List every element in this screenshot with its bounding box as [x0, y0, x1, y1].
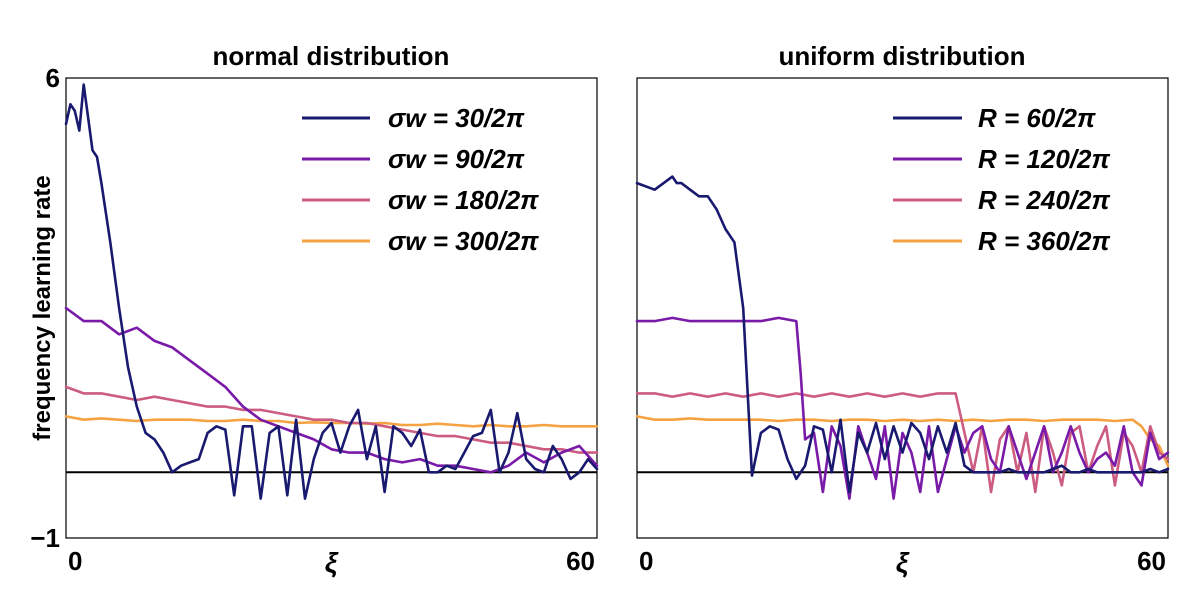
legend-label: σw = 180/2π	[388, 185, 539, 215]
x-axis-label: ξ	[325, 547, 339, 578]
series-line-2	[64, 306, 599, 474]
series-group	[64, 83, 599, 500]
panel-uniform-distribution: uniform distribution ξ 0 60 R = 60/2πR = …	[635, 41, 1170, 578]
series-line-4	[635, 415, 1170, 467]
legend-label: R = 120/2π	[978, 144, 1110, 174]
y-tick-label: −1	[30, 523, 60, 553]
x-tick-label: 0	[68, 546, 82, 576]
legend: σw = 30/2π σw = 90/2π σw = 180/2π σw = 300/…	[302, 103, 539, 256]
chart-title: normal distribution	[213, 41, 450, 71]
x-tick-label: 60	[1137, 546, 1166, 576]
series-line-1	[64, 83, 599, 500]
legend-label: R = 60/2π	[978, 103, 1096, 133]
legend-label: σw = 300/2π	[388, 226, 539, 256]
x-tick-label: 0	[639, 546, 653, 576]
tick-labels: 0 60 6 −1	[30, 63, 595, 576]
series-line-3	[64, 385, 599, 454]
legend-label: R = 240/2π	[978, 185, 1110, 215]
series-line-3	[635, 392, 1170, 494]
legend-label: R = 360/2π	[978, 226, 1110, 256]
x-axis-label: ξ	[896, 547, 910, 578]
panel-normal-distribution: normal distribution frequency learning r…	[29, 41, 599, 578]
legend-label: σw = 30/2π	[388, 103, 525, 133]
y-tick-label: 6	[46, 63, 60, 93]
x-tick-label: 60	[566, 546, 595, 576]
legend-label: σw = 90/2π	[388, 144, 525, 174]
y-axis-label: frequency learning rate	[29, 175, 56, 440]
series-line-2	[635, 316, 1170, 500]
legend: R = 60/2π R = 120/2π R = 240/2π R = 360/2π	[893, 103, 1110, 256]
series-line-1	[635, 175, 1170, 494]
series-group	[635, 175, 1170, 500]
chart-title: uniform distribution	[779, 41, 1026, 71]
tick-labels: 0 60	[639, 546, 1166, 576]
plot-frame	[636, 77, 1169, 539]
